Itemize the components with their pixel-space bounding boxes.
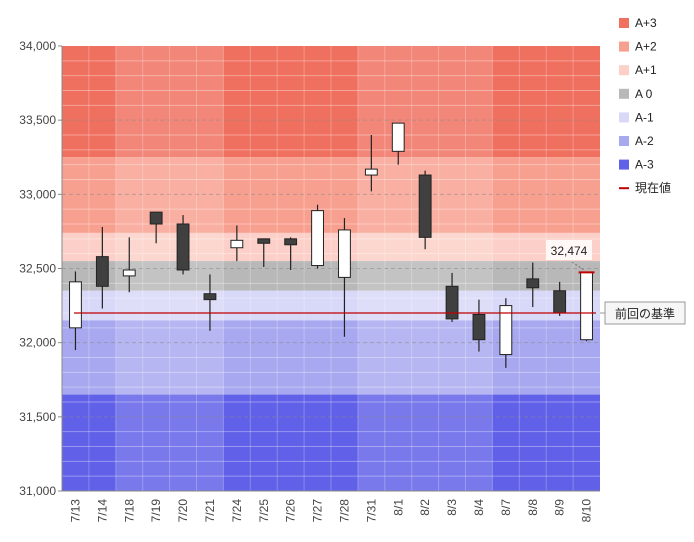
legend-label: A 0 [635, 87, 653, 101]
y-axis: 31,000 31,500 32,000 32,500 33,000 33,500 34,0… [19, 39, 63, 498]
band-Aplus3 [62, 46, 600, 158]
y-tick-label: 33,000 [19, 187, 56, 201]
reference-lines: 前回の基準 32,474 [74, 240, 686, 325]
candle-layer [69, 122, 593, 368]
candle-body [176, 223, 190, 271]
y-tick-label: 32,500 [19, 262, 56, 276]
candle-body [364, 168, 378, 176]
legend: A+3 A+2 A+1 A 0 A-1 A-2 A-3 現在値 [619, 16, 671, 195]
legend-swatch [619, 159, 629, 170]
x-tick-label: 8/10 [580, 499, 594, 523]
candle-body [499, 305, 513, 356]
candle-body [149, 211, 163, 225]
previous-base-label: 前回の基準 [615, 306, 675, 321]
x-tick-label: 8/8 [526, 499, 540, 516]
candle-body [203, 293, 217, 301]
legend-swatch [619, 112, 629, 123]
legend-label: A+2 [635, 40, 657, 54]
x-tick-label: 7/31 [364, 499, 378, 523]
current-value-pointer [571, 261, 585, 271]
x-tick-label: 8/3 [445, 499, 459, 516]
x-tick-label: 7/14 [95, 499, 109, 523]
legend-swatch [619, 88, 629, 99]
band-Aplus1 [62, 232, 600, 262]
legend-label: A-1 [635, 110, 654, 124]
candle-body [230, 239, 244, 249]
legend-label: A+3 [635, 16, 657, 30]
candle-body [553, 290, 567, 314]
legend-label: A-2 [635, 134, 654, 148]
legend-swatch [619, 41, 629, 52]
y-tick-label: 31,000 [19, 484, 56, 498]
x-tick-label: 7/24 [230, 499, 244, 523]
y-tick-label: 34,000 [19, 39, 56, 53]
legend-swatch [619, 65, 629, 76]
x-tick-label: 8/7 [499, 499, 513, 516]
candle-body [526, 278, 540, 289]
y-tick-label: 31,500 [19, 410, 56, 424]
candle-body [69, 281, 82, 329]
x-axis: 7/13 7/14 7/18 7/19 7/20 7/21 7/24 7/25 7/26 7/27… [62, 490, 600, 523]
y-tick-label: 33,500 [19, 113, 56, 127]
legend-label: 現在値 [635, 180, 671, 195]
candle-body [391, 122, 405, 152]
x-tick-label: 7/26 [284, 499, 298, 523]
x-tick-label: 7/28 [337, 499, 351, 523]
x-tick-label: 7/27 [311, 499, 325, 523]
candle-body [122, 269, 136, 277]
candle-body [284, 238, 298, 246]
x-tick-label: 7/18 [122, 499, 136, 523]
current-value-label-box [546, 240, 592, 260]
legend-label: A+1 [635, 63, 657, 77]
legend-swatch [619, 18, 629, 28]
x-tick-label: 7/21 [203, 499, 217, 523]
x-tick-label: 7/25 [257, 499, 271, 523]
candle-body [445, 285, 459, 320]
candle-body [418, 174, 432, 238]
x-tick-label: 7/19 [149, 499, 163, 523]
x-tick-label: 7/20 [176, 499, 190, 523]
grid-layer [62, 46, 600, 491]
band-A0 [62, 261, 600, 291]
candle-body [311, 210, 324, 267]
candle-body [95, 256, 109, 287]
x-tick-label: 8/1 [391, 499, 405, 516]
legend-label: A-3 [635, 158, 654, 172]
candle-body [472, 313, 486, 341]
x-tick-label: 8/4 [472, 499, 486, 516]
y-tick-label: 32,000 [19, 336, 56, 350]
x-tick-label: 7/13 [68, 499, 82, 523]
x-tick-label: 8/2 [418, 499, 432, 516]
band-layer [62, 46, 600, 491]
x-tick-label: 8/9 [553, 499, 567, 516]
legend-swatch [619, 136, 629, 146]
band-Aminus3 [62, 394, 600, 491]
current-value-label: 32,474 [551, 244, 588, 258]
candle-body [257, 238, 271, 244]
candle-body [580, 271, 593, 341]
candle-body [338, 229, 351, 278]
